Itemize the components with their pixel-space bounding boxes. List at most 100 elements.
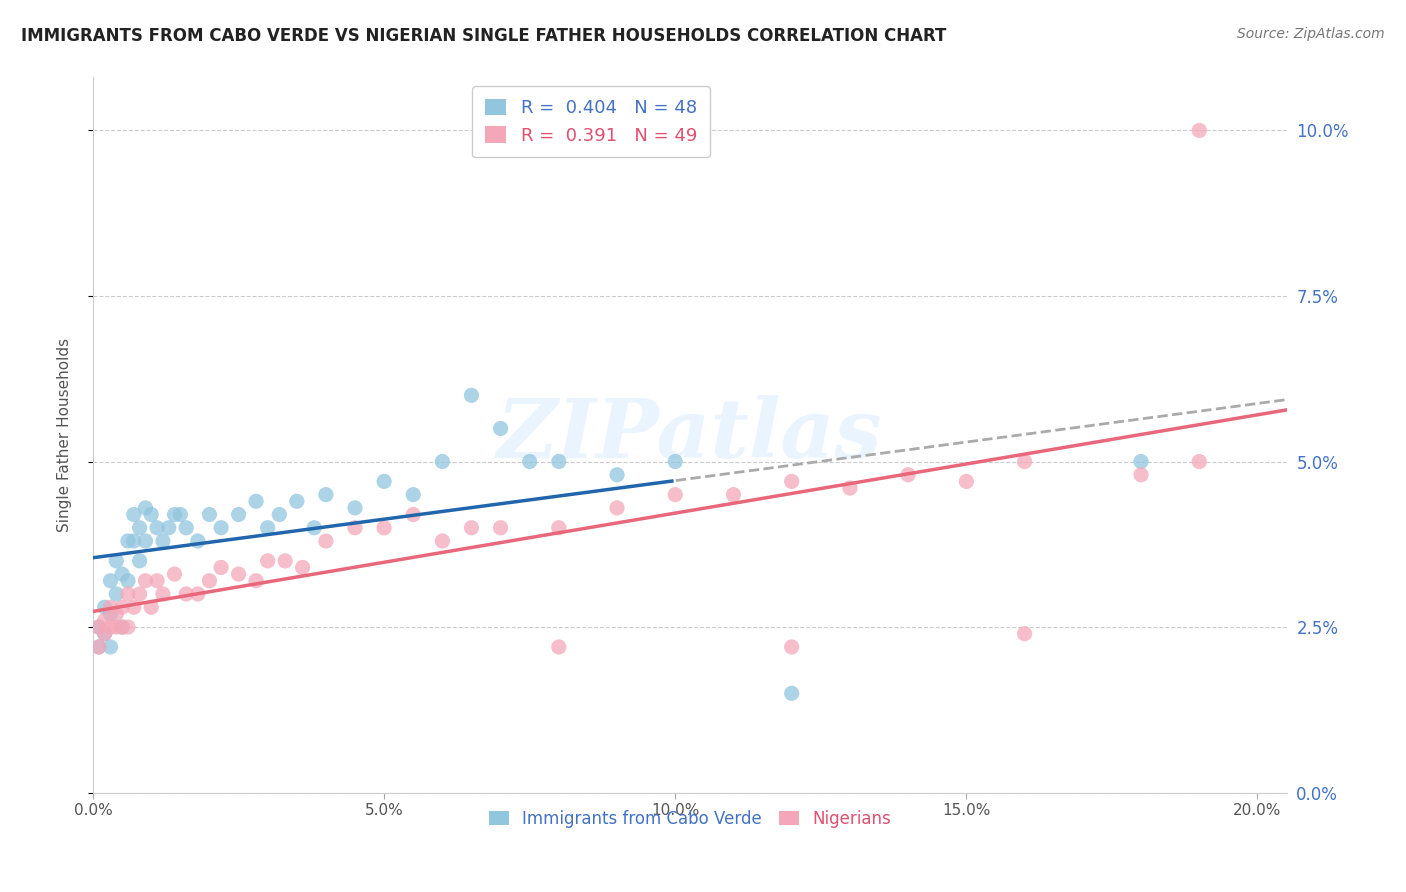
Point	[373, 521, 395, 535]
Point	[174, 587, 197, 601]
Point	[141, 508, 163, 522]
Point	[432, 454, 454, 468]
Point	[547, 640, 569, 654]
Point	[606, 500, 628, 515]
Point	[344, 500, 367, 515]
Point	[291, 560, 314, 574]
Point	[228, 508, 250, 522]
Text: ZIPatlas: ZIPatlas	[498, 395, 883, 475]
Point	[117, 587, 139, 601]
Point	[187, 587, 209, 601]
Point	[402, 508, 425, 522]
Point	[163, 508, 186, 522]
Point	[256, 521, 278, 535]
Point	[274, 554, 297, 568]
Point	[128, 521, 150, 535]
Point	[128, 587, 150, 601]
Text: Source: ZipAtlas.com: Source: ZipAtlas.com	[1237, 27, 1385, 41]
Point	[489, 421, 512, 435]
Point	[955, 475, 977, 489]
Point	[141, 600, 163, 615]
Point	[1188, 454, 1211, 468]
Point	[209, 521, 232, 535]
Point	[373, 475, 395, 489]
Point	[93, 600, 115, 615]
Point	[134, 500, 156, 515]
Point	[269, 508, 291, 522]
Point	[87, 620, 110, 634]
Point	[285, 494, 308, 508]
Point	[87, 620, 110, 634]
Point	[105, 554, 128, 568]
Point	[87, 640, 110, 654]
Point	[100, 620, 122, 634]
Point	[897, 467, 920, 482]
Point	[105, 607, 128, 621]
Point	[163, 567, 186, 582]
Point	[780, 686, 803, 700]
Point	[152, 534, 174, 549]
Y-axis label: Single Father Households: Single Father Households	[58, 338, 72, 533]
Point	[122, 534, 145, 549]
Point	[838, 481, 860, 495]
Legend: Immigrants from Cabo Verde, Nigerians: Immigrants from Cabo Verde, Nigerians	[482, 803, 897, 834]
Point	[245, 494, 267, 508]
Text: IMMIGRANTS FROM CABO VERDE VS NIGERIAN SINGLE FATHER HOUSEHOLDS CORRELATION CHAR: IMMIGRANTS FROM CABO VERDE VS NIGERIAN S…	[21, 27, 946, 45]
Point	[344, 521, 367, 535]
Point	[315, 488, 337, 502]
Point	[1014, 626, 1036, 640]
Point	[117, 534, 139, 549]
Point	[100, 574, 122, 588]
Point	[100, 600, 122, 615]
Point	[134, 534, 156, 549]
Point	[93, 626, 115, 640]
Point	[723, 488, 745, 502]
Point	[304, 521, 326, 535]
Point	[87, 640, 110, 654]
Point	[152, 587, 174, 601]
Point	[146, 574, 169, 588]
Point	[100, 640, 122, 654]
Point	[432, 534, 454, 549]
Point	[245, 574, 267, 588]
Point	[111, 600, 134, 615]
Point	[157, 521, 180, 535]
Point	[1014, 454, 1036, 468]
Point	[489, 521, 512, 535]
Point	[780, 475, 803, 489]
Point	[100, 607, 122, 621]
Point	[606, 467, 628, 482]
Point	[117, 574, 139, 588]
Point	[209, 560, 232, 574]
Point	[105, 587, 128, 601]
Point	[1130, 454, 1153, 468]
Point	[111, 620, 134, 634]
Point	[111, 567, 134, 582]
Point	[664, 488, 686, 502]
Point	[128, 554, 150, 568]
Point	[93, 626, 115, 640]
Point	[111, 620, 134, 634]
Point	[460, 388, 482, 402]
Point	[146, 521, 169, 535]
Point	[256, 554, 278, 568]
Point	[664, 454, 686, 468]
Point	[122, 600, 145, 615]
Point	[1130, 467, 1153, 482]
Point	[315, 534, 337, 549]
Point	[228, 567, 250, 582]
Point	[519, 454, 541, 468]
Point	[187, 534, 209, 549]
Point	[93, 614, 115, 628]
Point	[134, 574, 156, 588]
Point	[780, 640, 803, 654]
Point	[198, 574, 221, 588]
Point	[1188, 123, 1211, 137]
Point	[169, 508, 191, 522]
Point	[460, 521, 482, 535]
Point	[122, 508, 145, 522]
Point	[198, 508, 221, 522]
Point	[174, 521, 197, 535]
Point	[105, 620, 128, 634]
Point	[547, 521, 569, 535]
